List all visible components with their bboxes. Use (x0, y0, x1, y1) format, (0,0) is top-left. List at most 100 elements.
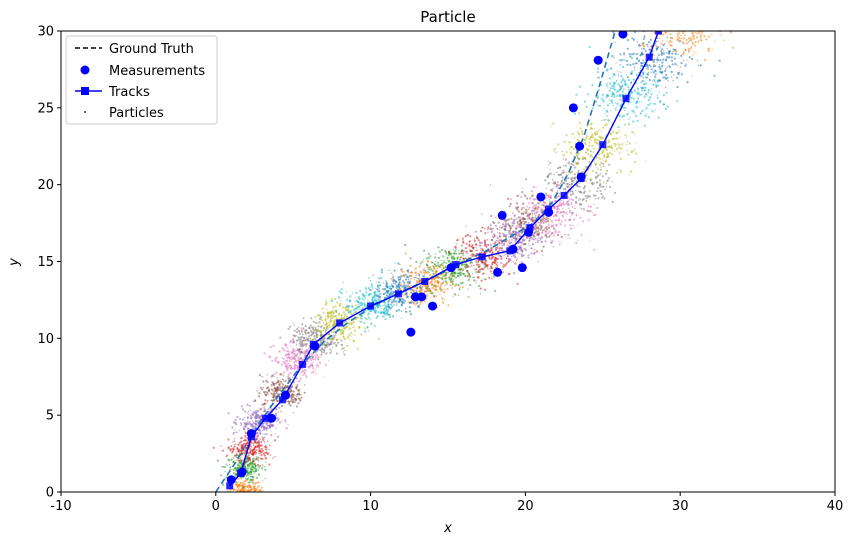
particle-point (259, 499, 261, 501)
particle-point (484, 232, 487, 235)
particle-point (379, 284, 382, 287)
particle-point (274, 433, 276, 435)
particle-point (441, 281, 444, 285)
particle-point (294, 349, 297, 352)
particle-point (613, 150, 616, 153)
particle-point (317, 322, 319, 325)
particle-point (579, 216, 582, 219)
particle-point (558, 201, 562, 204)
particle-point (637, 87, 639, 89)
particle-point (428, 274, 432, 277)
particle-point (355, 291, 358, 294)
particle-point (331, 314, 333, 316)
particle-point (297, 336, 300, 339)
particle-point (416, 273, 418, 276)
particle-point (588, 190, 590, 192)
particle-point (595, 158, 597, 160)
particle-point (615, 102, 617, 104)
particle-point (298, 332, 301, 335)
particle-point (658, 91, 661, 93)
particle-point (569, 218, 572, 221)
particle-point (363, 294, 366, 298)
particle-point (587, 210, 590, 213)
particle-point (396, 303, 398, 305)
particle-point (483, 288, 487, 291)
particle-point (322, 322, 325, 324)
particle-point (267, 394, 269, 396)
particle-point (274, 359, 277, 362)
particle-point (243, 494, 245, 496)
particle-point (582, 198, 585, 201)
particle-point (457, 283, 460, 287)
particle-point (502, 263, 504, 265)
particle-point (621, 143, 624, 146)
particle-point (442, 300, 444, 302)
particle-point (361, 318, 363, 320)
particle-point (537, 202, 541, 205)
particle-point (236, 493, 237, 494)
particle-point (242, 439, 245, 442)
particle-point (433, 267, 435, 269)
particle-point (327, 359, 330, 362)
particle-point (498, 232, 501, 235)
particle-point (361, 297, 364, 300)
particle-point (599, 185, 601, 187)
particle-point (537, 241, 539, 244)
particle-cluster (404, 237, 497, 296)
particle-point (587, 205, 590, 208)
particle-point (391, 299, 393, 301)
particle-point (466, 275, 469, 278)
particle-point (576, 130, 579, 133)
particle-point (347, 322, 350, 325)
particle-point (252, 470, 255, 473)
particle-point (598, 154, 600, 156)
particle-point (586, 148, 589, 151)
particle-point (271, 381, 274, 384)
particle-point (644, 80, 646, 83)
particle-point (380, 271, 383, 274)
particle-point (289, 360, 291, 362)
particle-point (466, 233, 469, 237)
particle-point (250, 425, 253, 428)
particle-point (368, 277, 370, 279)
particle-point (346, 298, 349, 301)
particle-point (258, 490, 260, 492)
particle-point (489, 243, 492, 246)
particle-point (594, 197, 596, 200)
particle-point (332, 314, 335, 317)
particle-point (602, 126, 605, 129)
particle-point (612, 93, 615, 96)
particle-point (249, 476, 252, 478)
particle-point (556, 213, 558, 215)
particle-point (298, 343, 300, 345)
particle-point (443, 291, 445, 293)
particle-point (539, 221, 542, 225)
particle-point (475, 271, 478, 274)
particle-point (407, 282, 410, 285)
particle-point (328, 311, 331, 314)
particle-point (570, 183, 573, 186)
particle-point (468, 240, 471, 243)
particle-point (243, 498, 245, 500)
particle-point (553, 235, 555, 238)
particle-point (348, 328, 350, 331)
particle-point (551, 178, 554, 181)
particle-point (441, 276, 443, 278)
particle-point (581, 208, 583, 210)
particle-point (341, 331, 344, 334)
particle-point (310, 362, 312, 364)
particle-point (428, 271, 430, 274)
particle-point (631, 70, 634, 73)
particle-point (273, 375, 275, 378)
particle-point (252, 457, 255, 460)
particle-point (392, 274, 394, 276)
particle-point (587, 144, 591, 147)
particle-point (297, 338, 300, 341)
particle-point (649, 90, 652, 93)
particle-point (256, 441, 259, 444)
particle-point (444, 288, 446, 290)
particle-point (347, 311, 350, 314)
particle-point (522, 255, 524, 257)
particle-point (594, 162, 598, 165)
particle-point (522, 206, 526, 209)
